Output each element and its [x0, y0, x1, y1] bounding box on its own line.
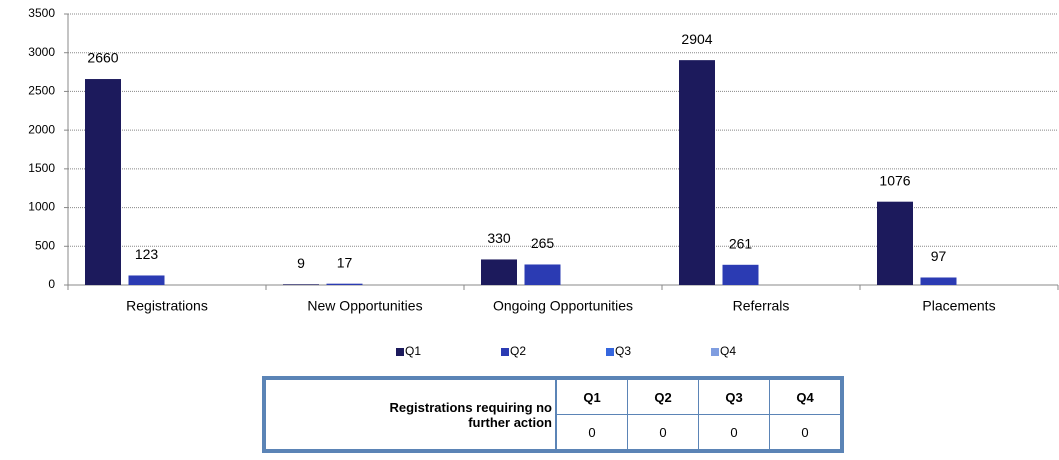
- legend-swatch: [711, 348, 719, 356]
- bar: [920, 277, 957, 285]
- value-label: 265: [531, 235, 555, 251]
- bar: [524, 264, 561, 285]
- legend-swatch: [501, 348, 509, 356]
- legend-label: Q1: [405, 344, 421, 358]
- y-tick-label: 2000: [28, 122, 55, 136]
- bar: [722, 264, 759, 285]
- y-tick-label: 0: [48, 277, 55, 291]
- value-label: 97: [931, 248, 947, 264]
- value-label: 123: [135, 246, 159, 262]
- bar: [326, 283, 363, 285]
- x-tick-label: New Opportunities: [307, 298, 422, 314]
- value-label: 17: [337, 254, 353, 270]
- column-header: Q2: [627, 377, 699, 415]
- value-label: 2904: [681, 31, 712, 47]
- table-cell: 0: [698, 414, 770, 452]
- chart: 0 500 1000 1500 2000 2500 3000 3500 Registration…: [28, 6, 1059, 358]
- bar: [128, 275, 165, 285]
- legend-swatch: [606, 348, 614, 356]
- column-header: Q4: [769, 377, 843, 415]
- value-label: 2660: [87, 50, 118, 66]
- legend-label: Q4: [720, 344, 736, 358]
- column-header: Q3: [698, 377, 770, 415]
- y-tick-label: 3000: [28, 45, 55, 59]
- value-label: 1076: [879, 172, 910, 188]
- legend-label: Q3: [615, 344, 631, 358]
- table-header: Registrations requiring no further actio…: [263, 377, 557, 452]
- summary-table: Registrations requiring no further actio…: [262, 376, 844, 453]
- y-tick-label: 1500: [28, 161, 55, 175]
- x-tick-label: Registrations: [126, 298, 208, 314]
- x-tick-label: Referrals: [733, 298, 790, 314]
- x-tick-label: Placements: [922, 298, 995, 314]
- legend-label: Q2: [510, 344, 526, 358]
- table-cell: 0: [627, 414, 699, 452]
- bar: [679, 60, 715, 285]
- y-tick-label: 1000: [28, 200, 55, 214]
- table-cell: 0: [769, 414, 843, 452]
- value-label: 330: [487, 230, 511, 246]
- value-label: 9: [297, 255, 305, 271]
- x-tick-label: Ongoing Opportunities: [493, 298, 633, 314]
- y-tick-label: 2500: [28, 84, 55, 98]
- column-header: Q1: [555, 377, 628, 415]
- legend-swatch: [396, 348, 404, 356]
- y-tick-label: 500: [35, 238, 55, 252]
- bar: [877, 201, 913, 285]
- bar: [481, 259, 517, 285]
- table-cell: 0: [555, 414, 628, 452]
- bar: [283, 284, 319, 285]
- bar: [85, 79, 121, 285]
- value-label: 261: [729, 235, 753, 251]
- y-tick-label: 3500: [28, 6, 55, 20]
